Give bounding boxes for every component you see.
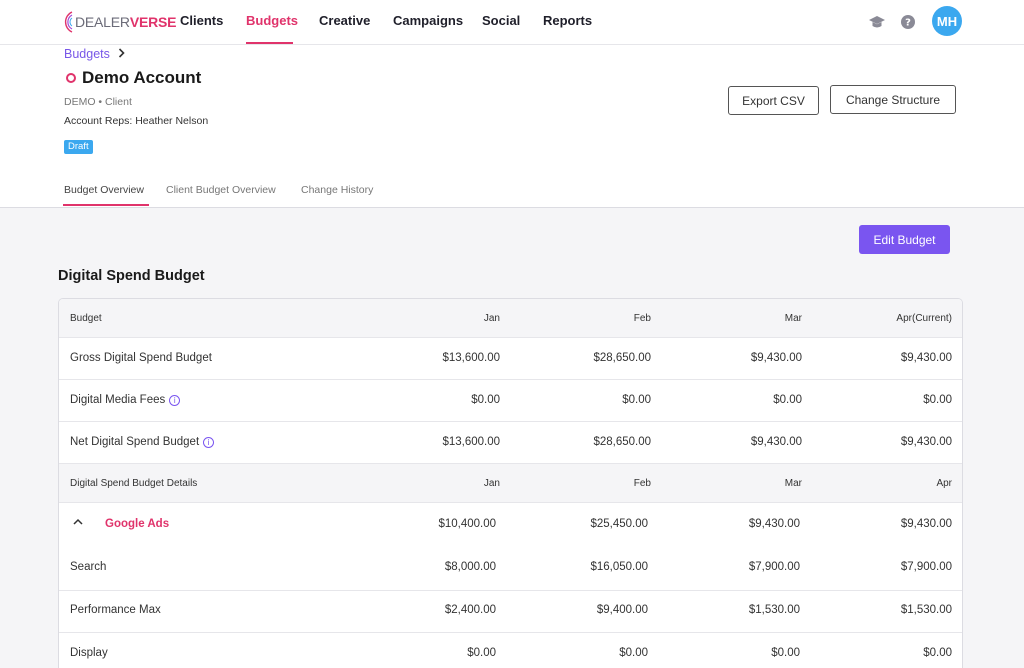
account-title-row: Demo Account [66,68,201,88]
graduation-cap-icon[interactable] [868,13,886,31]
breadcrumb[interactable]: Budgets [64,47,125,61]
tab-change-history[interactable]: Change History [301,184,374,196]
cell-apr: $1,530.00 [900,604,952,616]
cell-mar: $9,430.00 [750,436,802,448]
tab-bar: Budget Overview Client Budget Overview C… [0,178,1024,208]
status-badge: Draft [64,140,93,154]
cell-feb: $28,650.00 [593,436,651,448]
column-header-apr-current: Apr(Current) [896,313,952,324]
table-row: Performance Max $2,400.00 $9,400.00 $1,5… [59,591,962,633]
details-header-feb: Feb [633,478,651,489]
cell-mar: $9,430.00 [748,518,800,530]
cell-mar: $0.00 [773,394,802,406]
budget-table: Budget Jan Feb Mar Apr(Current) Gross Di… [58,298,963,668]
nav-campaigns[interactable]: Campaigns [393,13,464,28]
cell-jan: $0.00 [467,647,496,659]
cell-jan: $2,400.00 [444,604,496,616]
cell-feb: $16,050.00 [590,561,648,573]
cell-jan: $8,000.00 [444,561,496,573]
svg-text:?: ? [905,18,911,29]
breadcrumb-budgets[interactable]: Budgets [64,47,110,61]
table-row: Display $0.00 $0.00 $0.00 $0.00 [59,633,962,668]
info-icon[interactable]: i [169,395,181,406]
column-header-budget: Budget [70,313,102,324]
logo-text-verse: VERSE [129,14,177,30]
cell-apr: $9,430.00 [900,352,952,364]
cell-feb: $0.00 [619,647,648,659]
column-header-mar: Mar [784,313,802,324]
cell-jan: $10,400.00 [438,518,496,530]
edit-budget-button[interactable]: Edit Budget [859,225,950,254]
chevron-right-icon [118,47,125,61]
table-header-row: Budget Jan Feb Mar Apr(Current) [59,299,962,338]
top-nav: DEALERVERSE Clients Budgets Creative Cam… [0,0,1024,45]
nav-social[interactable]: Social [482,13,521,28]
info-icon[interactable]: i [203,437,215,448]
cell-apr: $9,430.00 [900,518,952,530]
logo-text-dealer: DEALER [75,14,130,30]
row-label: Search [70,561,107,573]
change-structure-button[interactable]: Change Structure [830,85,956,114]
group-label[interactable]: Google Ads [105,518,170,530]
cell-mar: $7,900.00 [748,561,800,573]
nav-budgets[interactable]: Budgets [246,13,298,28]
details-header-apr: Apr [936,478,952,489]
nav-clients[interactable]: Clients [180,13,224,28]
export-csv-button[interactable]: Export CSV [728,86,819,115]
status-ring-icon [66,73,76,83]
account-reps: Account Reps: Heather Nelson [64,115,209,127]
cell-jan: $0.00 [471,394,500,406]
page-title: Demo Account [82,68,202,87]
cell-mar: $0.00 [771,647,800,659]
cell-feb: $25,450.00 [590,518,648,530]
cell-mar: $9,430.00 [750,352,802,364]
cell-feb: $0.00 [622,394,651,406]
main-content: Edit Budget Digital Spend Budget Budget … [0,208,1024,668]
row-label: Display [70,647,108,659]
row-label: Net Digital Spend Budget [70,436,200,448]
cell-feb: $9,400.00 [596,604,648,616]
column-header-feb: Feb [633,313,651,324]
cell-feb: $28,650.00 [593,352,651,364]
table-row: Digital Media Fees i $0.00 $0.00 $0.00 $0… [59,380,962,422]
cell-apr: $0.00 [923,394,952,406]
table-row: Search $8,000.00 $16,050.00 $7,900.00 $7… [59,547,962,591]
details-header-label: Digital Spend Budget Details [70,478,198,489]
cell-mar: $1,530.00 [748,604,800,616]
row-label: Performance Max [70,604,161,616]
column-header-jan: Jan [483,313,500,324]
details-header-mar: Mar [784,478,802,489]
help-icon[interactable]: ? [899,13,917,31]
row-label: Gross Digital Spend Budget [70,352,212,364]
group-row-google-ads[interactable]: Google Ads $10,400.00 $25,450.00 $9,430.… [59,503,962,547]
cell-jan: $13,600.00 [442,436,500,448]
section-title: Digital Spend Budget [58,268,205,284]
account-meta: DEMO • Client [64,96,132,108]
logo-mark-icon [58,9,74,35]
cell-apr: $9,430.00 [900,436,952,448]
cell-apr: $0.00 [923,647,952,659]
row-label: Digital Media Fees [70,394,166,406]
cell-apr: $7,900.00 [900,561,952,573]
table-row: Net Digital Spend Budget i $13,600.00 $28… [59,422,962,464]
user-avatar[interactable]: MH [932,6,962,36]
tab-client-budget-overview[interactable]: Client Budget Overview [166,184,276,196]
chevron-up-icon[interactable] [73,518,83,529]
nav-reports[interactable]: Reports [543,13,593,28]
details-header-row: Digital Spend Budget Details Jan Feb Mar… [59,464,962,503]
dealerverse-logo[interactable]: DEALERVERSE [58,9,176,35]
table-row: Gross Digital Spend Budget $13,600.00 $2… [59,338,962,380]
active-tab-underline [63,204,149,206]
cell-jan: $13,600.00 [442,352,500,364]
tab-budget-overview[interactable]: Budget Overview [64,184,144,196]
nav-creative[interactable]: Creative [319,13,371,28]
active-nav-underline [246,42,293,44]
details-header-jan: Jan [483,478,500,489]
